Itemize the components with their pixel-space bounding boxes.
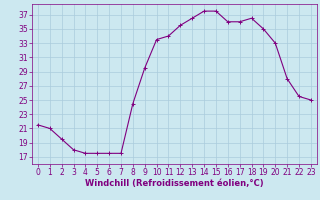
X-axis label: Windchill (Refroidissement éolien,°C): Windchill (Refroidissement éolien,°C) [85, 179, 264, 188]
